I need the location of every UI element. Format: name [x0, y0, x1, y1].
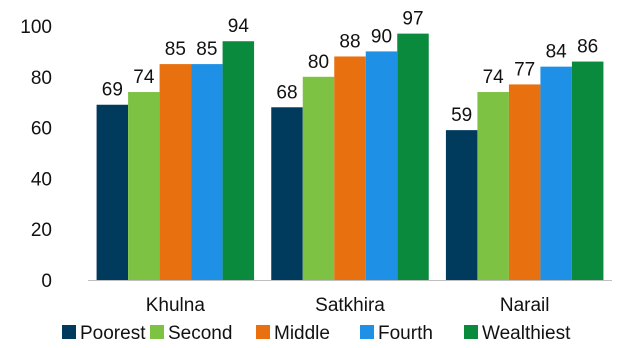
legend-item: Second — [150, 323, 232, 344]
data-label: 94 — [228, 16, 250, 37]
bar — [160, 64, 192, 280]
data-label: 69 — [102, 80, 123, 101]
bar-groups: 69 74 85 85 94 68 80 88 90 97 59 74 77 84 86 — [97, 9, 604, 280]
legend-swatch — [62, 325, 76, 339]
legend-label: Poorest — [80, 323, 146, 344]
y-tick-label: 20 — [31, 220, 52, 241]
y-tick-label: 80 — [31, 68, 52, 89]
data-label: 90 — [371, 26, 392, 47]
data-label: 88 — [339, 31, 360, 52]
legend-item: Wealthiest — [464, 323, 571, 344]
y-tick-label: 0 — [41, 271, 52, 292]
bar-group: 68 80 88 90 97 — [271, 9, 429, 280]
bar — [477, 92, 509, 280]
bar — [191, 64, 223, 280]
data-label: 74 — [133, 67, 155, 88]
legend: Poorest Second Middle Fourth Wealthiest — [62, 323, 571, 344]
legend-swatch — [360, 325, 374, 339]
data-label: 77 — [514, 59, 535, 80]
bar — [572, 62, 604, 280]
bar — [128, 92, 160, 280]
x-category-label: Khulna — [146, 295, 206, 316]
data-label: 59 — [451, 105, 472, 126]
data-label: 80 — [308, 52, 329, 73]
y-tick-label: 100 — [20, 17, 52, 38]
data-label: 85 — [196, 39, 217, 60]
bar-group: 69 74 85 85 94 — [97, 16, 255, 280]
bar — [97, 105, 129, 280]
x-category-label: Narail — [500, 295, 550, 316]
bar — [540, 67, 572, 280]
data-label: 84 — [546, 42, 568, 63]
legend-swatch — [256, 325, 270, 339]
y-axis: 0 20 40 60 80 100 — [20, 17, 52, 292]
legend-swatch — [464, 325, 478, 339]
legend-label: Wealthiest — [482, 323, 571, 344]
x-category-label: Satkhira — [315, 295, 385, 316]
legend-label: Middle — [274, 323, 330, 344]
data-label: 68 — [276, 82, 297, 103]
legend-item: Middle — [256, 323, 330, 344]
y-tick-label: 60 — [31, 119, 52, 140]
bar — [366, 51, 398, 280]
bar-group: 59 74 77 84 86 — [446, 37, 604, 280]
legend-swatch — [150, 325, 164, 339]
x-axis-categories: Khulna Satkhira Narail — [146, 295, 550, 316]
data-label: 85 — [165, 39, 186, 60]
legend-item: Poorest — [62, 323, 146, 344]
bar — [334, 56, 366, 280]
bar — [509, 84, 540, 280]
data-label: 86 — [577, 37, 598, 58]
bar — [271, 107, 303, 280]
legend-label: Fourth — [378, 323, 433, 344]
y-tick-label: 40 — [31, 169, 52, 190]
bar — [223, 41, 255, 280]
data-label: 74 — [483, 67, 505, 88]
bar — [397, 34, 429, 280]
data-label: 97 — [402, 9, 423, 30]
legend-label: Second — [168, 323, 232, 344]
bar — [303, 77, 335, 280]
bar — [446, 130, 478, 280]
legend-item: Fourth — [360, 323, 433, 344]
